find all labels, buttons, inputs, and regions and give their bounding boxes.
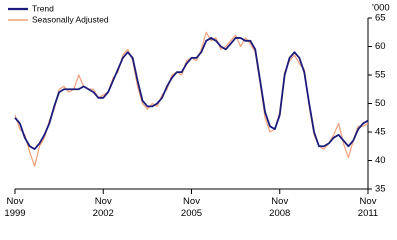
y-tick-label: 65 (375, 13, 386, 24)
x-tick-label: Nov 2011 (358, 196, 378, 219)
y-tick-label: 40 (375, 155, 386, 166)
x-tick-label: Nov 2008 (269, 196, 290, 219)
chart: '000 35 40 45 50 55 60 65 Nov 1999 Nov 2002 Nov 2005… (4, 3, 390, 219)
y-tick-label: 45 (375, 127, 386, 138)
y-tick-label: 55 (375, 70, 386, 81)
series-line (14, 31, 369, 167)
x-tick-label: Nov 2002 (93, 196, 114, 219)
legend-label: Trend (32, 3, 54, 13)
series-line (14, 37, 369, 150)
legend-label: Seasonally Adjusted (32, 14, 109, 24)
x-tick-label: Nov 1999 (4, 196, 25, 219)
y-tick-label: 50 (375, 98, 386, 109)
x-tick-label: Nov 2005 (181, 196, 202, 219)
y-tick-label: 35 (375, 184, 386, 195)
unit-label: '000 (372, 3, 390, 14)
y-tick-label: 60 (375, 41, 386, 52)
